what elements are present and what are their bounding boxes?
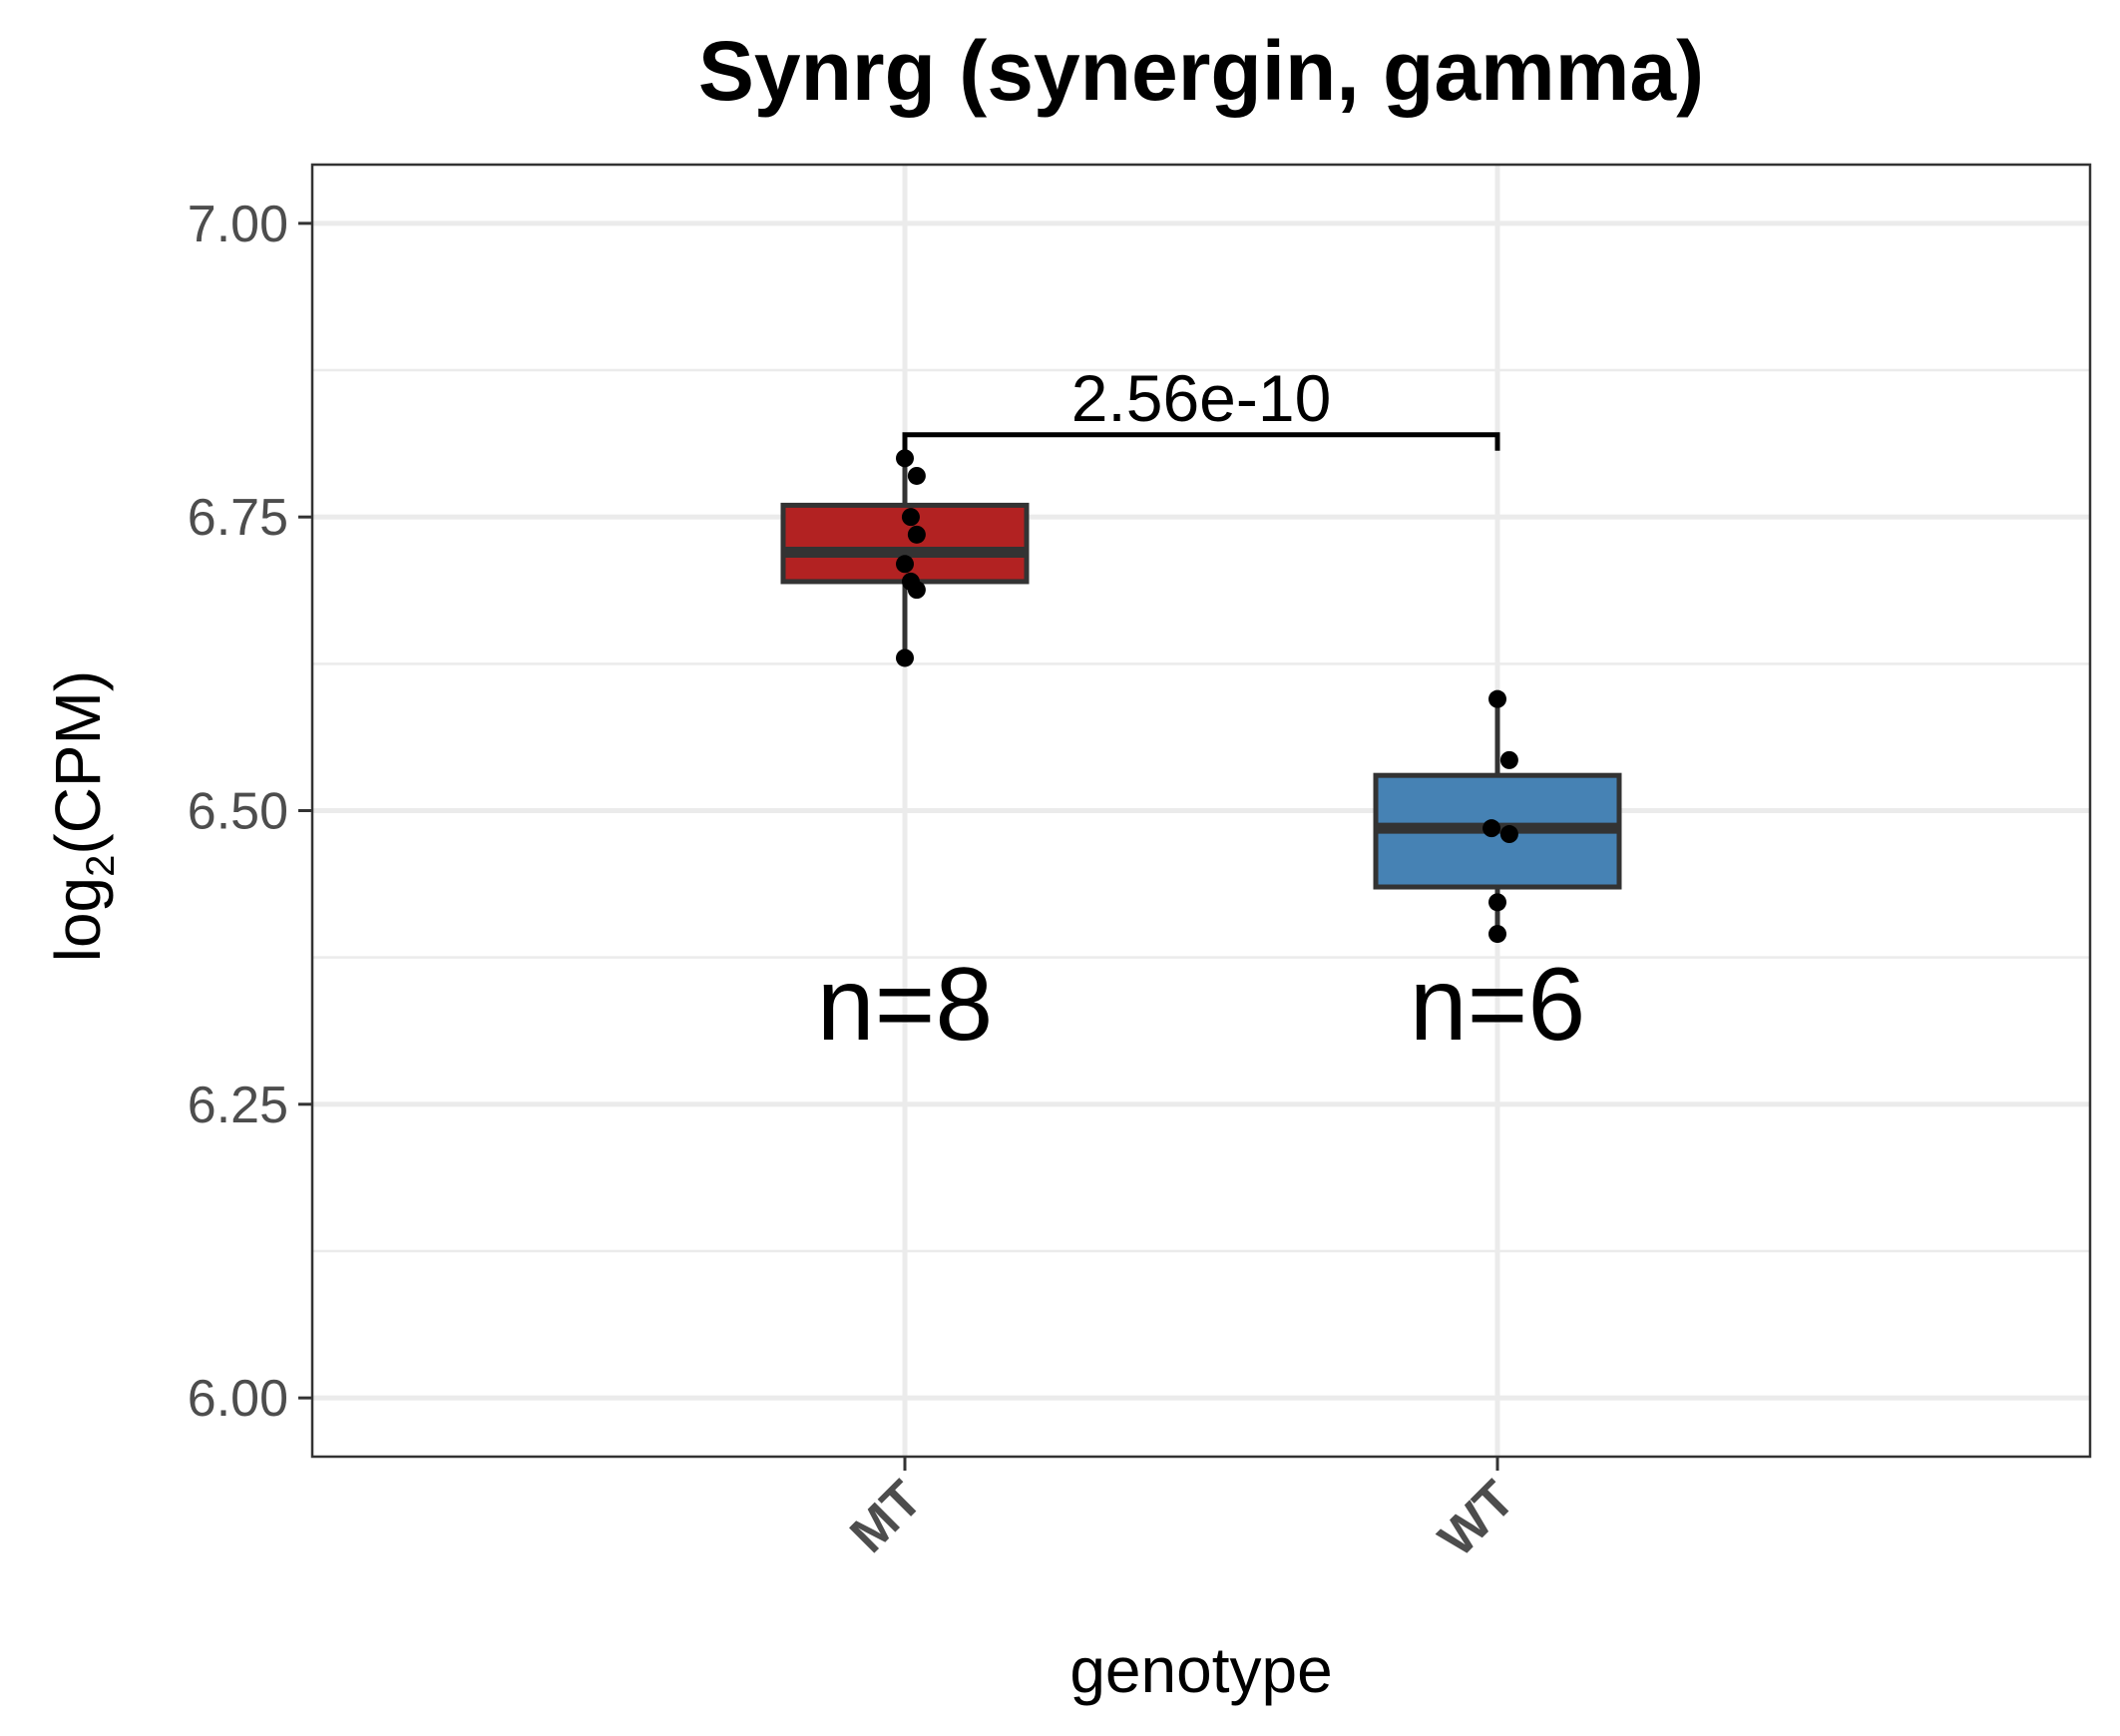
comparison-bracket: 2.56e-10	[902, 361, 1500, 451]
data-point-mt	[896, 555, 914, 574]
y-tick-label: 6.75	[188, 489, 288, 547]
data-point-mt	[907, 525, 926, 544]
data-point-mt	[907, 581, 926, 600]
y-axis-title-main: log	[42, 877, 114, 962]
data-point-wt	[1499, 825, 1518, 844]
y-tick-label: 6.25	[188, 1077, 288, 1134]
y-axis: 6.00 6.25 6.50 6.75 7.00	[188, 196, 312, 1428]
y-axis-title-subscript: 2	[79, 855, 123, 877]
grid-lines	[312, 165, 2090, 1457]
data-point-wt	[1488, 689, 1506, 708]
p-value-label: 2.56e-10	[1071, 361, 1332, 435]
n-label-mt: n=8	[817, 947, 993, 1063]
data-point-wt	[1488, 925, 1506, 944]
data-point-wt	[1483, 819, 1501, 838]
data-point-mt	[901, 508, 920, 527]
y-axis-title: log2(CPM)	[42, 670, 123, 963]
y-tick-label: 6.00	[188, 1370, 288, 1428]
n-label-wt: n=6	[1410, 947, 1585, 1063]
data-point-wt	[1488, 893, 1506, 912]
x-axis-title: genotype	[1069, 1634, 1332, 1706]
data-point-mt	[896, 649, 914, 667]
y-axis-title-tail: (CPM)	[42, 670, 114, 855]
sample-size-labels: n=8 n=6	[817, 947, 1585, 1063]
y-tick-label: 6.50	[188, 783, 288, 841]
data-point-mt	[896, 449, 914, 468]
data-points	[896, 449, 1518, 944]
data-point-mt	[907, 466, 926, 485]
bracket-line	[902, 432, 1500, 451]
plot-panel: 2.56e-10 n=8 n=6	[310, 163, 2092, 1459]
data-point-wt	[1499, 750, 1518, 769]
y-tick-label: 7.00	[188, 196, 288, 253]
chart-title: Synrg (synergin, gamma)	[698, 24, 1704, 118]
